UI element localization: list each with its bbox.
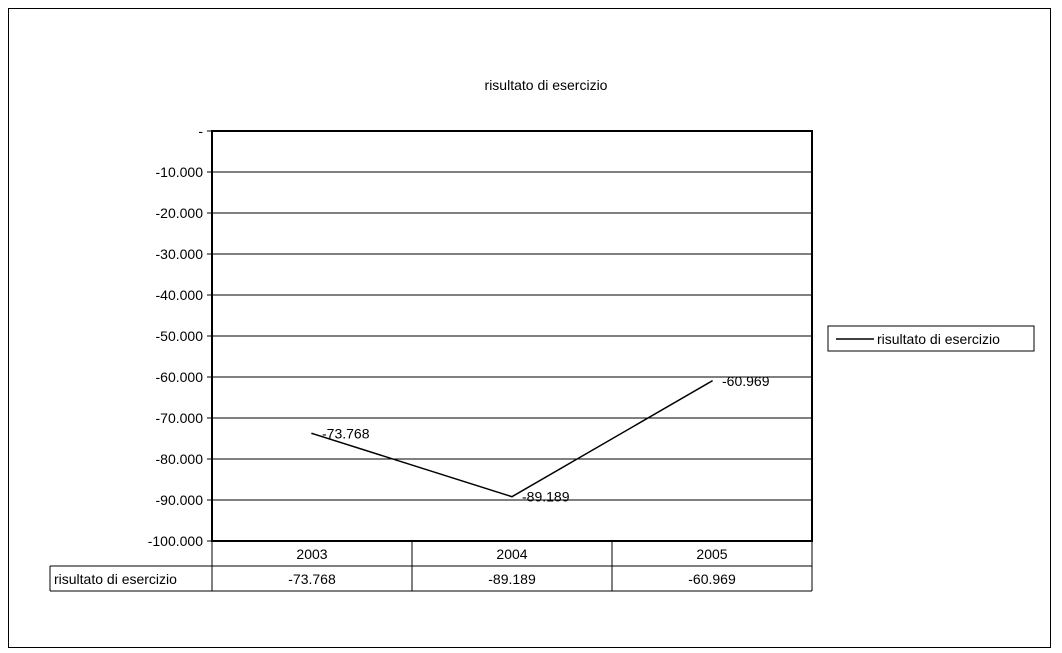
y-tick-label: -60.000 [156,369,204,385]
y-tick-label: -80.000 [156,451,204,467]
legend-label: risultato di esercizio [877,331,1000,347]
y-tick-label: - [198,123,203,139]
chart-title: risultato di esercizio [485,77,608,93]
table-value-cell: -73.768 [288,571,336,587]
data-point [711,380,713,382]
data-table: 2003 -73.768 2004 -89.189 2005 -60.969 risulta… [49,541,813,592]
legend: risultato di esercizio [827,325,1035,352]
data-label: -73.768 [322,425,370,441]
y-tick-label: -100.000 [148,533,203,549]
y-tick-label: -40.000 [156,287,204,303]
series-layer: -73.768 -89.189 -60.969 [311,373,770,505]
y-tick-label: -10.000 [156,164,204,180]
plot-area-frame [211,130,813,542]
y-tick-label: -20.000 [156,205,204,221]
data-label: -60.969 [722,373,770,389]
series-line [311,380,713,498]
legend-box [827,325,1035,352]
table-value-cell: -89.189 [488,571,536,587]
y-axis-tick-labels: - -10.000 -20.000 -30.000 -40.000 -50.000 -60.… [148,123,212,549]
table-row-label: risultato di esercizio [54,571,177,587]
chart-area: risultato di esercizio - -10.000 -20.000 -3… [8,8,1051,648]
data-point [511,495,513,498]
chart-svg: risultato di esercizio - -10.000 -20.000 -3… [49,77,1035,592]
data-point [311,432,313,435]
data-label: -89.189 [522,489,570,505]
y-tick-label: -50.000 [156,328,204,344]
x-category-label: 2004 [496,546,527,562]
x-category-label: 2005 [696,546,727,562]
gridlines [212,171,812,501]
y-tick-label: -30.000 [156,246,204,262]
y-tick-label: -90.000 [156,492,204,508]
x-category-label: 2003 [296,546,327,562]
table-value-cell: -60.969 [688,571,736,587]
y-tick-label: -70.000 [156,410,204,426]
